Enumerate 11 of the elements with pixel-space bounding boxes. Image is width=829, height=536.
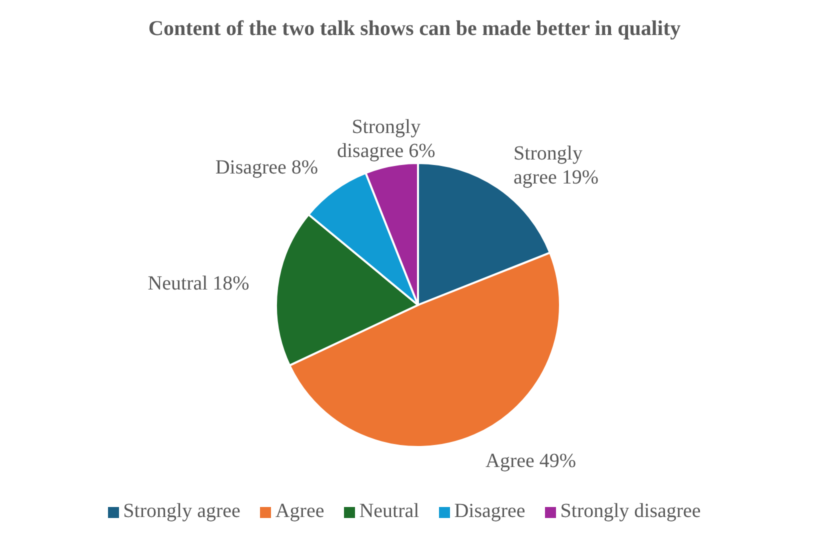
category-label: Strongly agree 19% [514,142,599,188]
category-label: Neutral 18% [148,272,250,295]
legend-label: Strongly agree [123,500,240,522]
chart-title: Content of the two talk shows can be made better in quality [147,15,682,42]
legend-label: Strongly disagree [560,500,701,522]
category-label: Strongly disagree 6% [336,116,436,162]
category-label: Disagree 8% [215,156,318,178]
legend-label: Agree [275,500,324,522]
category-label: Agree 49% [486,450,576,472]
legend-label: Neutral [359,500,420,522]
legend-label: Disagree [454,500,526,522]
